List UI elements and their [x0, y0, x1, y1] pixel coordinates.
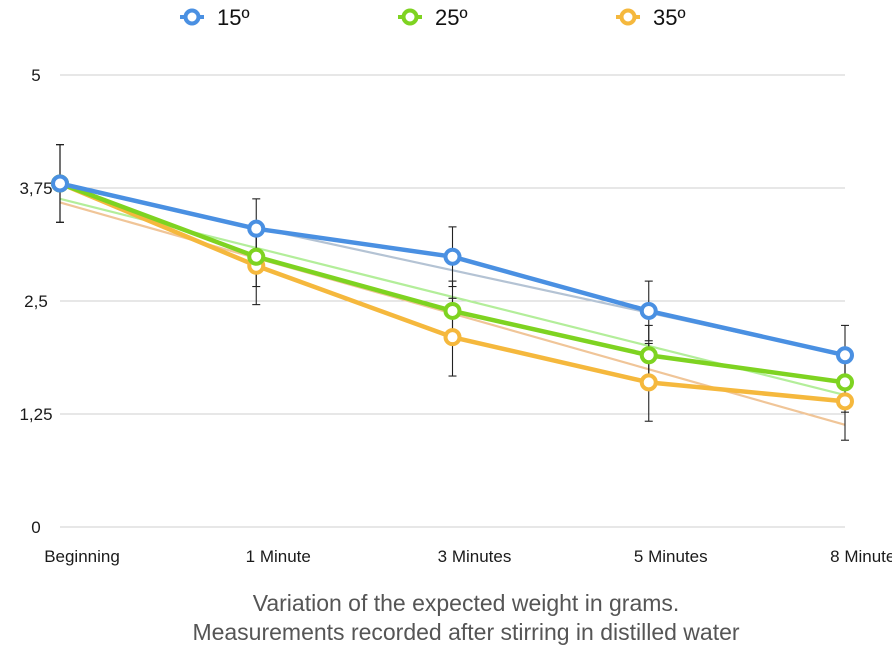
legend-marker-swatch: [401, 8, 419, 26]
data-point-1-4: [836, 373, 854, 392]
x-axis-tick-labels: Beginning 1 Minute 3 Minutes 5 Minutes 8 Min…: [44, 547, 892, 566]
data-point-2-3: [639, 373, 658, 392]
y-tick-label: 1,25: [19, 405, 52, 424]
data-point-markers: [51, 174, 854, 411]
legend-label: 35º: [653, 5, 686, 30]
legend-label: 25º: [435, 5, 468, 30]
data-point-2-4: [836, 392, 854, 411]
y-tick-label: 0: [31, 518, 40, 537]
data-point-0-1: [247, 219, 266, 238]
data-point-0-4: [836, 346, 854, 365]
x-tick-label: Beginning: [44, 547, 120, 566]
legend: 15º 25º 35º: [180, 5, 686, 30]
legend-label: 15º: [217, 5, 250, 30]
data-point-0-0: [51, 174, 69, 193]
caption-line-1: Variation of the expected weight in gram…: [253, 590, 680, 616]
legend-marker-swatch: [619, 8, 637, 26]
y-axis-tick-labels: 0 1,25 2,5 3,75 5: [19, 66, 52, 537]
y-tick-label: 2,5: [24, 292, 48, 311]
legend-item-0: 15º: [180, 5, 250, 30]
y-tick-label: 5: [31, 66, 40, 85]
legend-item-1: 25º: [398, 5, 468, 30]
x-tick-label: 3 Minutes: [438, 547, 512, 566]
data-point-2-2: [443, 328, 462, 347]
data-point-0-3: [639, 301, 658, 320]
legend-marker-swatch: [183, 8, 201, 26]
y-tick-label: 3,75: [19, 179, 52, 198]
data-point-1-3: [639, 346, 658, 365]
data-point-1-1: [247, 247, 266, 266]
legend-item-2: 35º: [616, 5, 686, 30]
caption-line-2: Measurements recorded after stirring in …: [192, 619, 739, 645]
data-point-1-2: [443, 301, 462, 320]
chart-caption: Variation of the expected weight in gram…: [192, 590, 739, 645]
x-tick-label: 1 Minute: [246, 547, 311, 566]
data-point-0-2: [443, 247, 462, 266]
x-tick-label: 5 Minutes: [634, 547, 708, 566]
error-bars: [56, 144, 849, 441]
x-tick-label: 8 Minutes: [830, 547, 892, 566]
